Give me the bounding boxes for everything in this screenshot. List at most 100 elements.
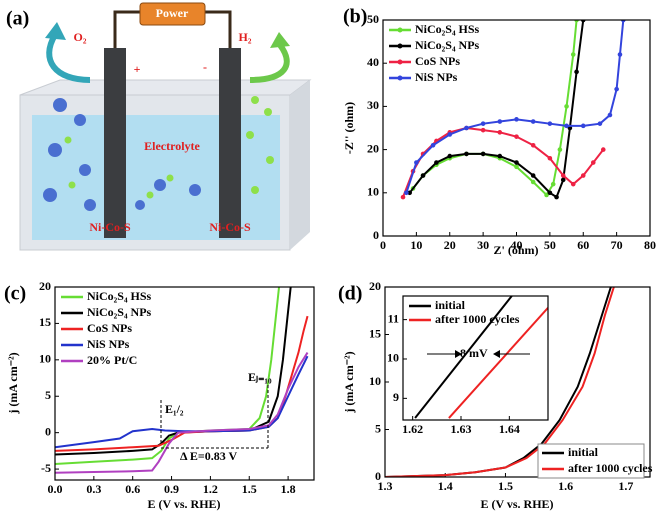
- y-tick-label: 10: [387, 351, 399, 365]
- legend-marker: [397, 27, 403, 33]
- x-axis-label: Z' (ohm): [494, 243, 539, 257]
- data-point: [547, 155, 553, 161]
- o2-arrowhead: [45, 22, 66, 40]
- data-point: [580, 123, 586, 129]
- x-tick-label: 20: [444, 238, 456, 252]
- legend-label: after 1000 cycles: [568, 461, 653, 475]
- x-tick-label: 1.64: [499, 422, 520, 436]
- x-tick-label: 0.3: [86, 482, 101, 496]
- legend-marker: [397, 43, 403, 49]
- gas-label: H₂: [239, 30, 252, 44]
- gas-label: O₂: [74, 30, 87, 44]
- plot-frame: [54, 286, 315, 481]
- data-point: [447, 153, 453, 159]
- legend-label: NiCo₂S₄ NPs: [415, 38, 480, 52]
- data-point: [560, 177, 566, 183]
- data-point: [480, 121, 486, 126]
- data-point: [497, 153, 503, 159]
- x-tick-label: 1.4: [438, 479, 453, 493]
- data-point: [400, 194, 406, 200]
- series-line: [448, 307, 548, 419]
- y-tick-label: 10: [369, 374, 381, 388]
- data-point: [554, 194, 559, 200]
- x-tick-label: 1.8: [281, 482, 296, 496]
- data-point: [514, 117, 519, 122]
- data-point: [580, 173, 586, 178]
- data-point: [530, 179, 536, 185]
- panel-label: (a): [6, 8, 29, 30]
- y-tick-label: 20: [369, 279, 381, 293]
- x-tick-label: 30: [477, 238, 489, 252]
- power-box: [139, 2, 206, 26]
- legend-label: NiS NPs: [87, 337, 130, 351]
- legend-marker: [397, 59, 403, 65]
- x-tick-label: 80: [644, 238, 656, 252]
- electrode-label: Ni-Co-S: [89, 220, 131, 234]
- y-axis-label: -Z'' (ohm): [342, 102, 356, 154]
- data-point: [407, 190, 413, 196]
- polarity-label: +: [134, 62, 141, 76]
- data-point: [600, 147, 606, 152]
- y-tick-label: -5: [41, 461, 51, 475]
- x-tick-label: 1.63: [451, 422, 472, 436]
- data-point: [567, 125, 573, 131]
- electrode-right: [219, 48, 241, 238]
- data-point: [447, 132, 453, 137]
- plot-frame: [382, 19, 651, 237]
- x-tick-label: 50: [544, 238, 556, 252]
- data-point: [480, 151, 486, 157]
- legend-label: after 1000 cycles: [435, 312, 520, 326]
- panel-label: (b): [343, 6, 367, 28]
- electrode-left: [104, 48, 126, 238]
- legend-label: NiCo₂S₄ NPs: [87, 305, 152, 319]
- series-line: [55, 352, 309, 474]
- panel-label: (c): [4, 283, 26, 305]
- legend-label: 20% Pt/C: [87, 353, 137, 367]
- power-label: Power: [156, 6, 189, 20]
- x-tick-label: 1.6: [558, 479, 573, 493]
- data-point: [547, 121, 553, 126]
- series-line: [402, 126, 605, 198]
- h2-arrow: [249, 43, 290, 83]
- x-axis-label: E (V vs. RHE): [480, 497, 553, 511]
- data-point: [497, 130, 503, 135]
- legend-label: initial: [568, 445, 599, 459]
- x-tick-label: 1.62: [402, 422, 423, 436]
- tank-top: [19, 79, 312, 96]
- data-point: [557, 147, 563, 152]
- wire: [113, 10, 232, 48]
- arrowhead: [455, 350, 462, 358]
- plot-area: [400, 20, 626, 200]
- plot-frame: [384, 286, 651, 478]
- data-point: [607, 112, 613, 118]
- data-point: [570, 181, 576, 187]
- chart: 0.0 0.3 0.6 0.9 1.2 1.5 1.8 -5 0 5 10 15 20 NiCo₂S₄ H…: [4, 279, 315, 511]
- hydrogen-bubbles: [64, 96, 274, 199]
- data-point: [434, 160, 439, 165]
- h2-arrowhead: [270, 32, 290, 48]
- polarity-label: -: [203, 60, 207, 74]
- legend-frame: [537, 443, 645, 479]
- y-tick-label: 9: [393, 390, 399, 404]
- legend-label: NiCo₂S₄ HSs: [415, 22, 480, 36]
- x-tick-label: 1.7: [618, 479, 633, 493]
- electrode-label: Ni-Co-S: [209, 220, 251, 234]
- data-point: [570, 52, 576, 57]
- x-tick-label: 1.2: [203, 482, 218, 496]
- legend-marker: [397, 75, 403, 81]
- y-tick-label: 20: [39, 279, 51, 293]
- y-tick-label: 0: [373, 228, 379, 242]
- data-point: [530, 142, 536, 148]
- y-axis-label: j (mA cm⁻²): [6, 352, 20, 414]
- chart: 0 10 20 30 40 50 60 70 80 0 10 20 30 40 50 NiCo₂S₄ HSs N…: [342, 6, 656, 257]
- data-point: [464, 151, 469, 157]
- x-tick-label: 1.5: [498, 479, 513, 493]
- x-tick-label: 40: [511, 238, 523, 252]
- legend-label: NiCo₂S₄ HSs: [87, 289, 152, 303]
- annotation: Eⱼ₌₁₀: [248, 370, 272, 384]
- annotation: 8 mV: [460, 346, 488, 360]
- data-point: [464, 125, 469, 131]
- annotation: E₁/₂: [165, 402, 184, 416]
- y-tick-label: 40: [367, 55, 379, 69]
